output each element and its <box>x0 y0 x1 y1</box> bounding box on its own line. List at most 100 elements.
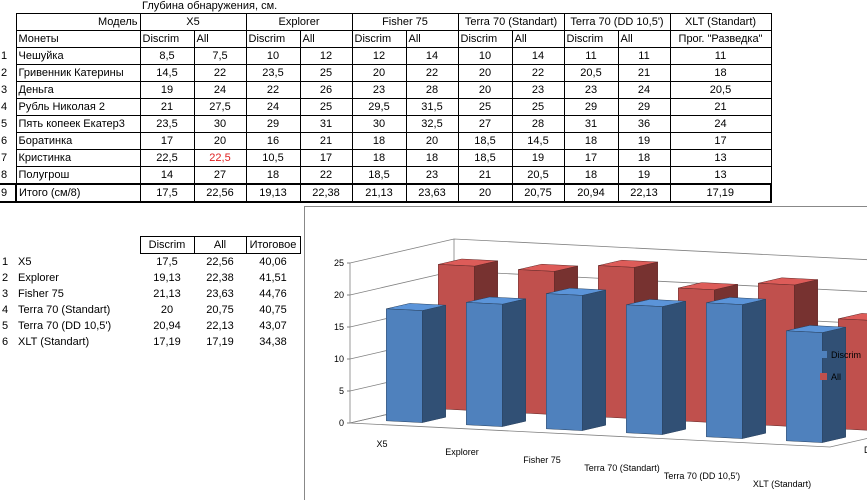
row-number[interactable]: 6 <box>2 336 9 348</box>
value-cell[interactable]: 22,5 <box>193 149 247 167</box>
value-cell[interactable]: 14 <box>405 47 459 65</box>
value-cell[interactable]: 24 <box>617 81 671 99</box>
value-cell[interactable]: 20,5 <box>563 64 619 82</box>
summary-model-cell[interactable]: X5 <box>18 255 32 268</box>
summary-value-cell[interactable]: 21,13 <box>153 288 181 300</box>
value-cell[interactable]: 20,5 <box>669 81 772 99</box>
model-label-cell[interactable]: Модель <box>15 13 141 31</box>
coin-name-cell[interactable]: Чешуйка <box>15 47 141 65</box>
value-cell[interactable]: 18 <box>617 149 671 167</box>
value-cell[interactable]: 30 <box>193 115 247 133</box>
value-cell[interactable]: 32,5 <box>405 115 459 133</box>
value-cell[interactable]: 19 <box>139 81 195 99</box>
summary-value-cell[interactable]: 34,38 <box>259 336 287 348</box>
value-cell[interactable]: 13 <box>669 149 772 167</box>
subheader-8[interactable]: Discrim <box>563 30 619 48</box>
model-header-5[interactable]: XLT (Standart) <box>669 13 772 31</box>
summary-value-cell[interactable]: 40,06 <box>259 256 287 268</box>
value-cell[interactable]: 17 <box>139 132 195 150</box>
row-number[interactable]: 7 <box>0 149 17 167</box>
model-header-1[interactable]: Explorer <box>245 13 353 31</box>
row-number[interactable]: 3 <box>2 288 9 300</box>
total-value-cell[interactable]: 22,38 <box>299 183 353 203</box>
value-cell[interactable]: 21 <box>669 98 772 116</box>
value-cell[interactable]: 19 <box>617 166 671 185</box>
summary-value-cell[interactable]: 17,5 <box>156 256 178 268</box>
value-cell[interactable]: 22 <box>245 81 301 99</box>
total-value-cell[interactable]: 23,63 <box>405 183 459 203</box>
value-cell[interactable]: 23 <box>351 81 407 99</box>
summary-header-0[interactable]: Discrim <box>139 236 195 254</box>
subheader-4[interactable]: Discrim <box>351 30 407 48</box>
summary-value-cell[interactable]: 22,56 <box>206 256 234 268</box>
value-cell[interactable]: 31 <box>299 115 353 133</box>
value-cell[interactable]: 13 <box>669 166 772 185</box>
value-cell[interactable]: 18 <box>245 166 301 185</box>
row-number[interactable]: 1 <box>2 255 9 268</box>
value-cell[interactable]: 11 <box>617 47 671 65</box>
coin-name-cell[interactable]: Рубль Николая 2 <box>15 98 141 116</box>
value-cell[interactable]: 28 <box>511 115 565 133</box>
value-cell[interactable]: 30 <box>351 115 407 133</box>
summary-model-cell[interactable]: Explorer <box>18 272 59 284</box>
subheader-10[interactable]: Прог. "Разведка" <box>669 30 772 48</box>
summary-value-cell[interactable]: 20 <box>160 304 174 316</box>
summary-value-cell[interactable]: 17,19 <box>206 336 234 348</box>
row-number[interactable]: 4 <box>0 98 17 116</box>
summary-value-cell[interactable]: 40,75 <box>259 304 287 316</box>
value-cell[interactable]: 18 <box>563 132 619 150</box>
value-cell[interactable]: 12 <box>299 47 353 65</box>
value-cell[interactable]: 36 <box>617 115 671 133</box>
value-cell[interactable]: 23,5 <box>245 64 301 82</box>
value-cell[interactable]: 20 <box>457 64 513 82</box>
row-number[interactable]: 4 <box>2 304 9 316</box>
summary-model-cell[interactable]: Terra 70 (Standart) <box>18 304 111 316</box>
total-value-cell[interactable]: 19,13 <box>245 183 301 203</box>
value-cell[interactable]: 21 <box>299 132 353 150</box>
value-cell[interactable]: 24 <box>669 115 772 133</box>
row-number[interactable]: 9 <box>0 183 17 203</box>
model-header-4[interactable]: Terra 70 (DD 10,5') <box>563 13 671 31</box>
value-cell[interactable]: 22,5 <box>139 149 195 167</box>
value-cell[interactable]: 29,5 <box>351 98 407 116</box>
value-cell[interactable]: 8,5 <box>139 47 195 65</box>
value-cell[interactable]: 7,5 <box>193 47 247 65</box>
summary-value-cell[interactable]: 41,51 <box>259 272 287 284</box>
total-value-cell[interactable]: 20 <box>457 183 513 203</box>
value-cell[interactable]: 18 <box>351 132 407 150</box>
summary-model-cell[interactable]: XLT (Standart) <box>18 336 90 348</box>
row-number[interactable]: 8 <box>0 166 17 184</box>
value-cell[interactable]: 24 <box>245 98 301 116</box>
total-value-cell[interactable]: 17,19 <box>669 183 772 203</box>
value-cell[interactable]: 14,5 <box>139 64 195 82</box>
value-cell[interactable]: 24 <box>193 81 247 99</box>
value-cell[interactable]: 23,5 <box>139 115 195 133</box>
row-number[interactable]: 2 <box>2 272 9 284</box>
value-cell[interactable]: 21 <box>457 166 513 185</box>
subheader-3[interactable]: All <box>299 30 353 48</box>
value-cell[interactable]: 20 <box>405 132 459 150</box>
value-cell[interactable]: 31 <box>563 115 619 133</box>
coin-name-cell[interactable]: Гривенник Катерины <box>15 64 141 82</box>
coin-name-cell[interactable]: Пять копеек Екатер3 <box>15 115 141 133</box>
subheader-6[interactable]: Discrim <box>457 30 513 48</box>
value-cell[interactable]: 23 <box>563 81 619 99</box>
subheader-2[interactable]: Discrim <box>245 30 301 48</box>
summary-value-cell[interactable]: 43,07 <box>259 320 287 332</box>
value-cell[interactable]: 29 <box>617 98 671 116</box>
value-cell[interactable]: 11 <box>669 47 772 65</box>
value-cell[interactable]: 23 <box>511 81 565 99</box>
total-value-cell[interactable]: 20,75 <box>511 183 565 203</box>
coin-name-cell[interactable]: Кристинка <box>15 149 141 167</box>
row-number-blank[interactable] <box>0 237 16 254</box>
subheader-9[interactable]: All <box>617 30 671 48</box>
summary-model-cell[interactable]: Fisher 75 <box>18 288 64 300</box>
value-cell[interactable]: 22 <box>299 166 353 185</box>
row-number[interactable]: 5 <box>0 115 17 133</box>
value-cell[interactable]: 20 <box>193 132 247 150</box>
row-number[interactable]: 6 <box>0 132 17 150</box>
subheader-1[interactable]: All <box>193 30 247 48</box>
value-cell[interactable]: 23 <box>405 166 459 185</box>
summary-value-cell[interactable]: 17,19 <box>153 336 181 348</box>
value-cell[interactable]: 18,5 <box>457 149 513 167</box>
